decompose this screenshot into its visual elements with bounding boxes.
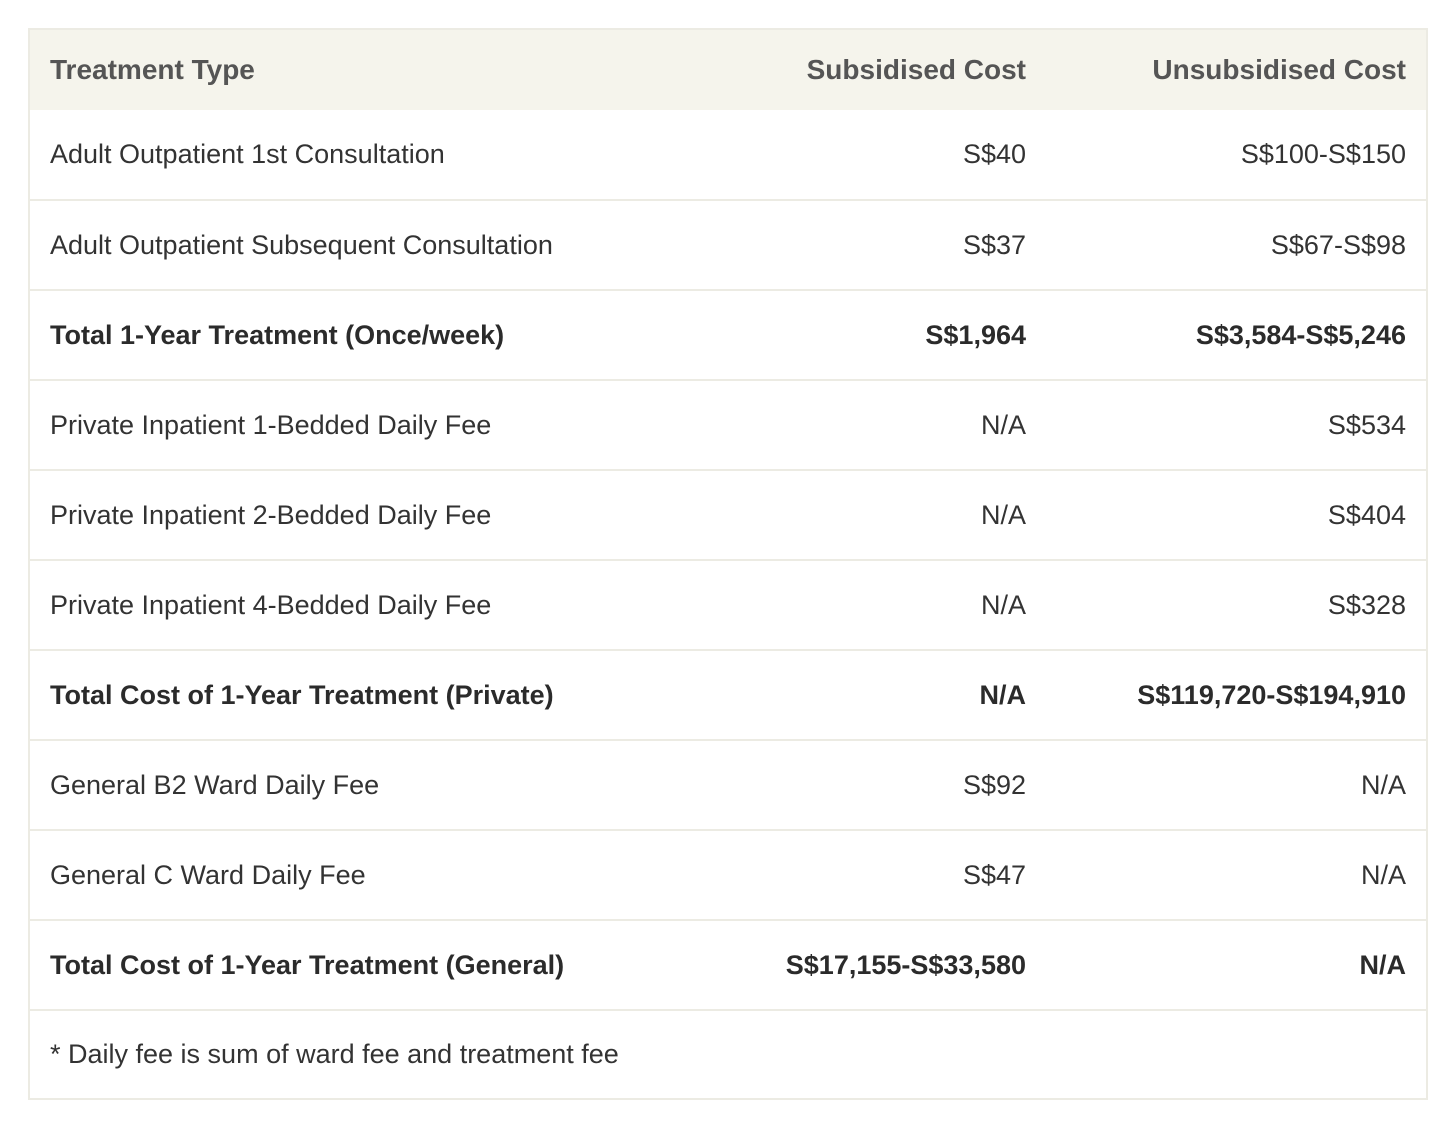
cell-unsubsidised-cost: S$100-S$150 — [1240, 139, 1406, 169]
cell-unsubsidised-cost: N/A — [1360, 769, 1406, 800]
header-unsubsidised-cost: Unsubsidised Cost — [1152, 54, 1406, 85]
cell-treatment-type: Total Cost of 1-Year Treatment (Private) — [50, 679, 554, 710]
cell-unsubsidised-cost: N/A — [1360, 859, 1406, 890]
header-subsidised-cost: Subsidised Cost — [806, 54, 1026, 85]
cell-subsidised-cost: S$40 — [962, 139, 1026, 169]
cell-subsidised-cost: N/A — [979, 679, 1027, 710]
cell-unsubsidised-cost: S$404 — [1327, 499, 1406, 530]
cell-treatment-type: Private Inpatient 1-Bedded Daily Fee — [50, 409, 492, 440]
cell-treatment-type: Private Inpatient 4-Bedded Daily Fee — [50, 589, 492, 620]
cell-treatment-type: General B2 Ward Daily Fee — [50, 769, 380, 800]
cell-treatment-type: Adult Outpatient Subsequent Consultation — [50, 229, 553, 260]
table-body: Adult Outpatient 1st Consultation S$40 S… — [30, 110, 1426, 1010]
table-row: Adult Outpatient 1st Consultation S$40 S… — [30, 110, 1426, 200]
table-footnote-row: * Daily fee is sum of ward fee and treat… — [30, 1010, 1426, 1098]
treatment-cost-table: Treatment Type Subsidised Cost Unsubsidi… — [30, 30, 1426, 1098]
cell-treatment-type: Total 1-Year Treatment (Once/week) — [50, 319, 505, 350]
table-row: Adult Outpatient Subsequent Consultation… — [30, 200, 1426, 290]
cell-unsubsidised-cost: S$328 — [1327, 589, 1406, 620]
cell-subsidised-cost: S$1,964 — [925, 319, 1026, 350]
header-treatment-type: Treatment Type — [50, 54, 255, 85]
cell-subsidised-cost: N/A — [980, 409, 1026, 440]
cost-table-container: Treatment Type Subsidised Cost Unsubsidi… — [28, 28, 1428, 1100]
cell-unsubsidised-cost: S$3,584-S$5,246 — [1195, 319, 1406, 350]
cell-treatment-type: Adult Outpatient 1st Consultation — [50, 139, 445, 169]
cell-subsidised-cost: S$37 — [962, 229, 1026, 260]
cell-subsidised-cost: N/A — [980, 499, 1026, 530]
cell-unsubsidised-cost: N/A — [1359, 949, 1407, 980]
table-total-row: Total Cost of 1-Year Treatment (Private)… — [30, 650, 1426, 740]
table-header-row: Treatment Type Subsidised Cost Unsubsidi… — [30, 30, 1426, 110]
table-row: General C Ward Daily Fee S$47 N/A — [30, 830, 1426, 920]
cell-unsubsidised-cost: S$534 — [1327, 409, 1406, 440]
table-total-row: Total 1-Year Treatment (Once/week) S$1,9… — [30, 290, 1426, 380]
table-row: General B2 Ward Daily Fee S$92 N/A — [30, 740, 1426, 830]
table-row: Private Inpatient 1-Bedded Daily Fee N/A… — [30, 380, 1426, 470]
cell-treatment-type: General C Ward Daily Fee — [50, 859, 366, 890]
cell-subsidised-cost: S$92 — [962, 769, 1026, 800]
cell-treatment-type: Private Inpatient 2-Bedded Daily Fee — [50, 499, 492, 530]
table-footnote: * Daily fee is sum of ward fee and treat… — [50, 1039, 619, 1069]
cell-unsubsidised-cost: S$67-S$98 — [1270, 229, 1406, 260]
table-total-row: Total Cost of 1-Year Treatment (General)… — [30, 920, 1426, 1010]
table-row: Private Inpatient 4-Bedded Daily Fee N/A… — [30, 560, 1426, 650]
cell-subsidised-cost: S$47 — [962, 859, 1026, 890]
cell-unsubsidised-cost: S$119,720-S$194,910 — [1137, 679, 1406, 710]
cell-subsidised-cost: S$17,155-S$33,580 — [785, 949, 1026, 980]
cell-subsidised-cost: N/A — [980, 589, 1026, 620]
cell-treatment-type: Total Cost of 1-Year Treatment (General) — [50, 949, 565, 980]
table-row: Private Inpatient 2-Bedded Daily Fee N/A… — [30, 470, 1426, 560]
